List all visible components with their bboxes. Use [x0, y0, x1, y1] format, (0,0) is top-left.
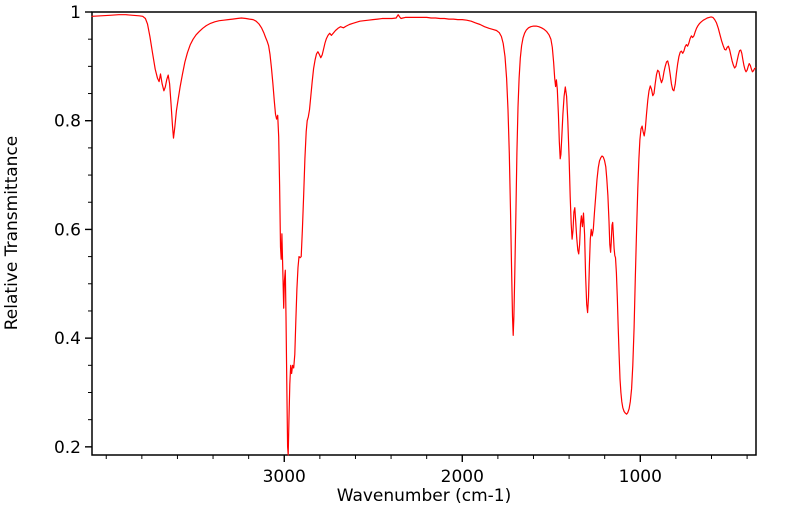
y-tick-label: 0.6: [54, 220, 81, 240]
y-tick-label: 0.4: [54, 329, 81, 349]
y-tick-label: 1: [70, 3, 81, 23]
y-tick-label: 0.8: [54, 112, 81, 132]
x-tick-label: 2000: [441, 467, 484, 487]
plot-frame: [91, 11, 757, 456]
plot-layer: 3000 2000 1000 1 0.8 0.6 0.4 0.2: [54, 3, 757, 487]
y-axis-title: Relative Transmittance: [2, 136, 22, 331]
x-axis-title: Wavenumber (cm-1): [337, 486, 512, 506]
spectrum-line: [91, 14, 757, 456]
y-tick-label: 0.2: [54, 438, 81, 458]
x-tick-label: 3000: [263, 467, 306, 487]
x-tick-label: 1000: [619, 467, 662, 487]
